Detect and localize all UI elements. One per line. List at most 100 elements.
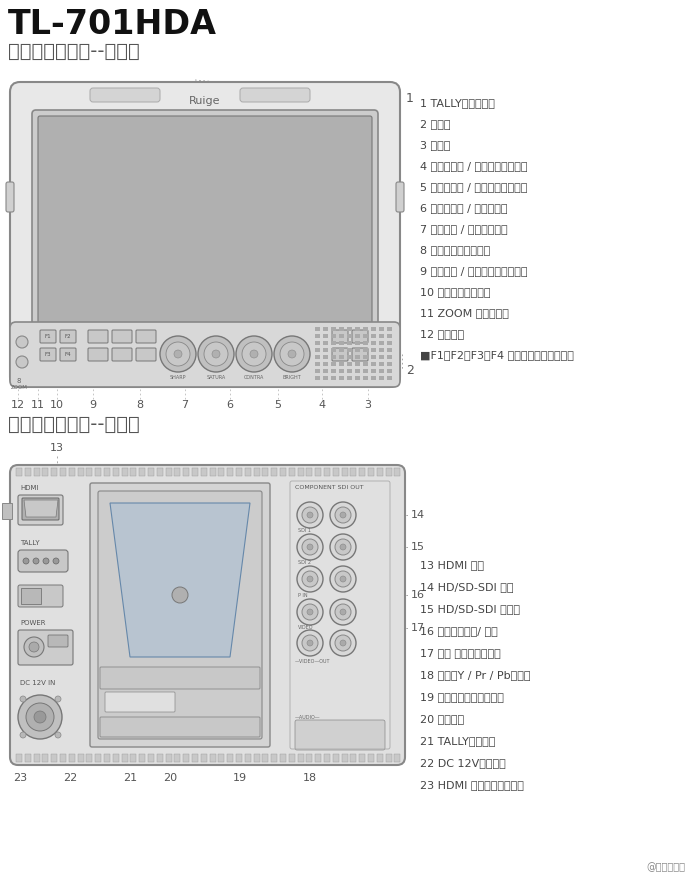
Bar — [112, 754, 119, 762]
Bar — [184, 754, 189, 762]
Bar — [387, 327, 392, 331]
Circle shape — [160, 336, 196, 372]
Bar — [379, 334, 384, 338]
Bar — [339, 334, 344, 338]
Bar — [359, 754, 365, 762]
Bar — [69, 468, 75, 476]
Bar — [95, 468, 101, 476]
Bar — [387, 341, 392, 345]
Text: VIDEO: VIDEO — [298, 625, 313, 630]
Bar — [323, 327, 328, 331]
Circle shape — [335, 571, 351, 587]
Bar — [351, 468, 357, 476]
Circle shape — [53, 558, 59, 564]
Text: 8: 8 — [17, 378, 21, 384]
Circle shape — [340, 576, 346, 582]
Bar — [262, 468, 268, 476]
Bar — [387, 376, 392, 380]
Circle shape — [330, 566, 356, 592]
Bar — [69, 754, 75, 762]
Bar — [262, 754, 268, 762]
Bar — [271, 754, 277, 762]
Bar — [86, 754, 92, 762]
Circle shape — [55, 696, 61, 702]
FancyBboxPatch shape — [60, 330, 76, 343]
Bar — [342, 754, 348, 762]
Bar — [315, 348, 320, 352]
Bar — [377, 468, 383, 476]
FancyBboxPatch shape — [40, 330, 56, 343]
Bar — [121, 468, 128, 476]
Bar — [219, 754, 224, 762]
Text: TALLY: TALLY — [20, 540, 39, 546]
Circle shape — [172, 587, 188, 603]
Text: 6: 6 — [226, 400, 233, 410]
Text: 10: 10 — [50, 400, 64, 410]
Text: 3 扬声器: 3 扬声器 — [420, 140, 451, 150]
Circle shape — [297, 566, 323, 592]
FancyBboxPatch shape — [100, 667, 260, 689]
Bar — [42, 754, 48, 762]
FancyBboxPatch shape — [18, 585, 63, 607]
Bar — [331, 327, 336, 331]
Bar — [347, 334, 352, 338]
FancyBboxPatch shape — [90, 88, 160, 102]
Bar — [363, 376, 368, 380]
Bar — [227, 468, 233, 476]
Bar — [387, 348, 392, 352]
Bar — [323, 376, 328, 380]
Text: DC 12V IN: DC 12V IN — [20, 680, 55, 686]
Bar — [371, 327, 376, 331]
FancyBboxPatch shape — [88, 348, 108, 361]
Bar — [323, 369, 328, 373]
Text: 4: 4 — [319, 400, 326, 410]
Polygon shape — [110, 503, 250, 657]
Bar — [148, 468, 154, 476]
FancyBboxPatch shape — [90, 483, 270, 747]
Bar — [175, 468, 180, 476]
Bar — [386, 754, 392, 762]
Text: 7 亮度调节 / 一键通切换键: 7 亮度调节 / 一键通切换键 — [420, 224, 508, 234]
Circle shape — [335, 635, 351, 651]
Text: SDI 2: SDI 2 — [298, 560, 311, 566]
Bar — [386, 468, 392, 476]
FancyBboxPatch shape — [10, 322, 400, 387]
Circle shape — [307, 576, 313, 582]
Text: SHARP: SHARP — [170, 375, 186, 380]
Text: ZOOM: ZOOM — [10, 385, 28, 390]
Circle shape — [26, 703, 54, 731]
Circle shape — [280, 342, 304, 366]
FancyBboxPatch shape — [332, 330, 348, 343]
Text: F3: F3 — [45, 352, 51, 358]
FancyBboxPatch shape — [18, 495, 63, 525]
Bar — [323, 334, 328, 338]
FancyBboxPatch shape — [112, 348, 132, 361]
Bar — [104, 754, 110, 762]
Circle shape — [34, 711, 46, 723]
FancyBboxPatch shape — [18, 630, 73, 665]
Bar — [331, 369, 336, 373]
Bar — [280, 754, 286, 762]
Bar — [395, 468, 400, 476]
Circle shape — [166, 342, 190, 366]
Circle shape — [340, 512, 346, 518]
FancyBboxPatch shape — [88, 330, 108, 343]
Bar — [339, 376, 344, 380]
Bar — [363, 355, 368, 359]
Bar — [297, 468, 304, 476]
FancyBboxPatch shape — [6, 182, 14, 212]
Bar — [363, 362, 368, 366]
Bar — [333, 468, 339, 476]
FancyBboxPatch shape — [136, 348, 156, 361]
Bar — [60, 468, 66, 476]
Text: 1: 1 — [406, 92, 414, 105]
Bar — [379, 341, 384, 345]
Circle shape — [16, 336, 28, 348]
FancyBboxPatch shape — [60, 348, 76, 361]
Bar — [130, 468, 137, 476]
Bar — [347, 369, 352, 373]
Text: 14 HD/SD-SDI 输出: 14 HD/SD-SDI 输出 — [420, 582, 513, 592]
Text: 18: 18 — [303, 773, 317, 783]
Bar — [323, 362, 328, 366]
Circle shape — [297, 630, 323, 656]
